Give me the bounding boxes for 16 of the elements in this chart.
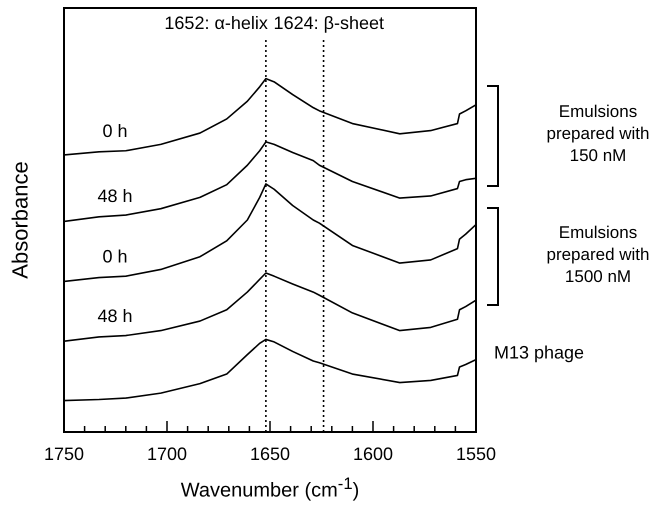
series-label: 0 h (102, 246, 128, 267)
series-label: 48 h (97, 306, 133, 326)
text: Emulsions prepared with 1500 nM (545, 222, 650, 288)
x-axis-title: Wavenumber (cm$^{-1}$) (180, 474, 360, 503)
ref-line-label: 1624: β-sheet (274, 12, 384, 33)
series-label: 0 h (102, 120, 128, 141)
ref-line-label: 1652: α-helix (164, 12, 268, 33)
x-tick-label: 1750 (44, 444, 84, 464)
x-tick-label: 1650 (250, 444, 290, 464)
series-label: 48 h (97, 186, 133, 206)
series-label: M13 phage (494, 342, 584, 363)
text: Emulsions prepared with 150 nM (545, 101, 650, 167)
x-tick-label: 1600 (352, 444, 394, 464)
x-tick-label: 1550 (456, 444, 496, 464)
y-axis-title: Absorbance (7, 161, 32, 279)
x-tick-label: 1700 (146, 444, 188, 464)
